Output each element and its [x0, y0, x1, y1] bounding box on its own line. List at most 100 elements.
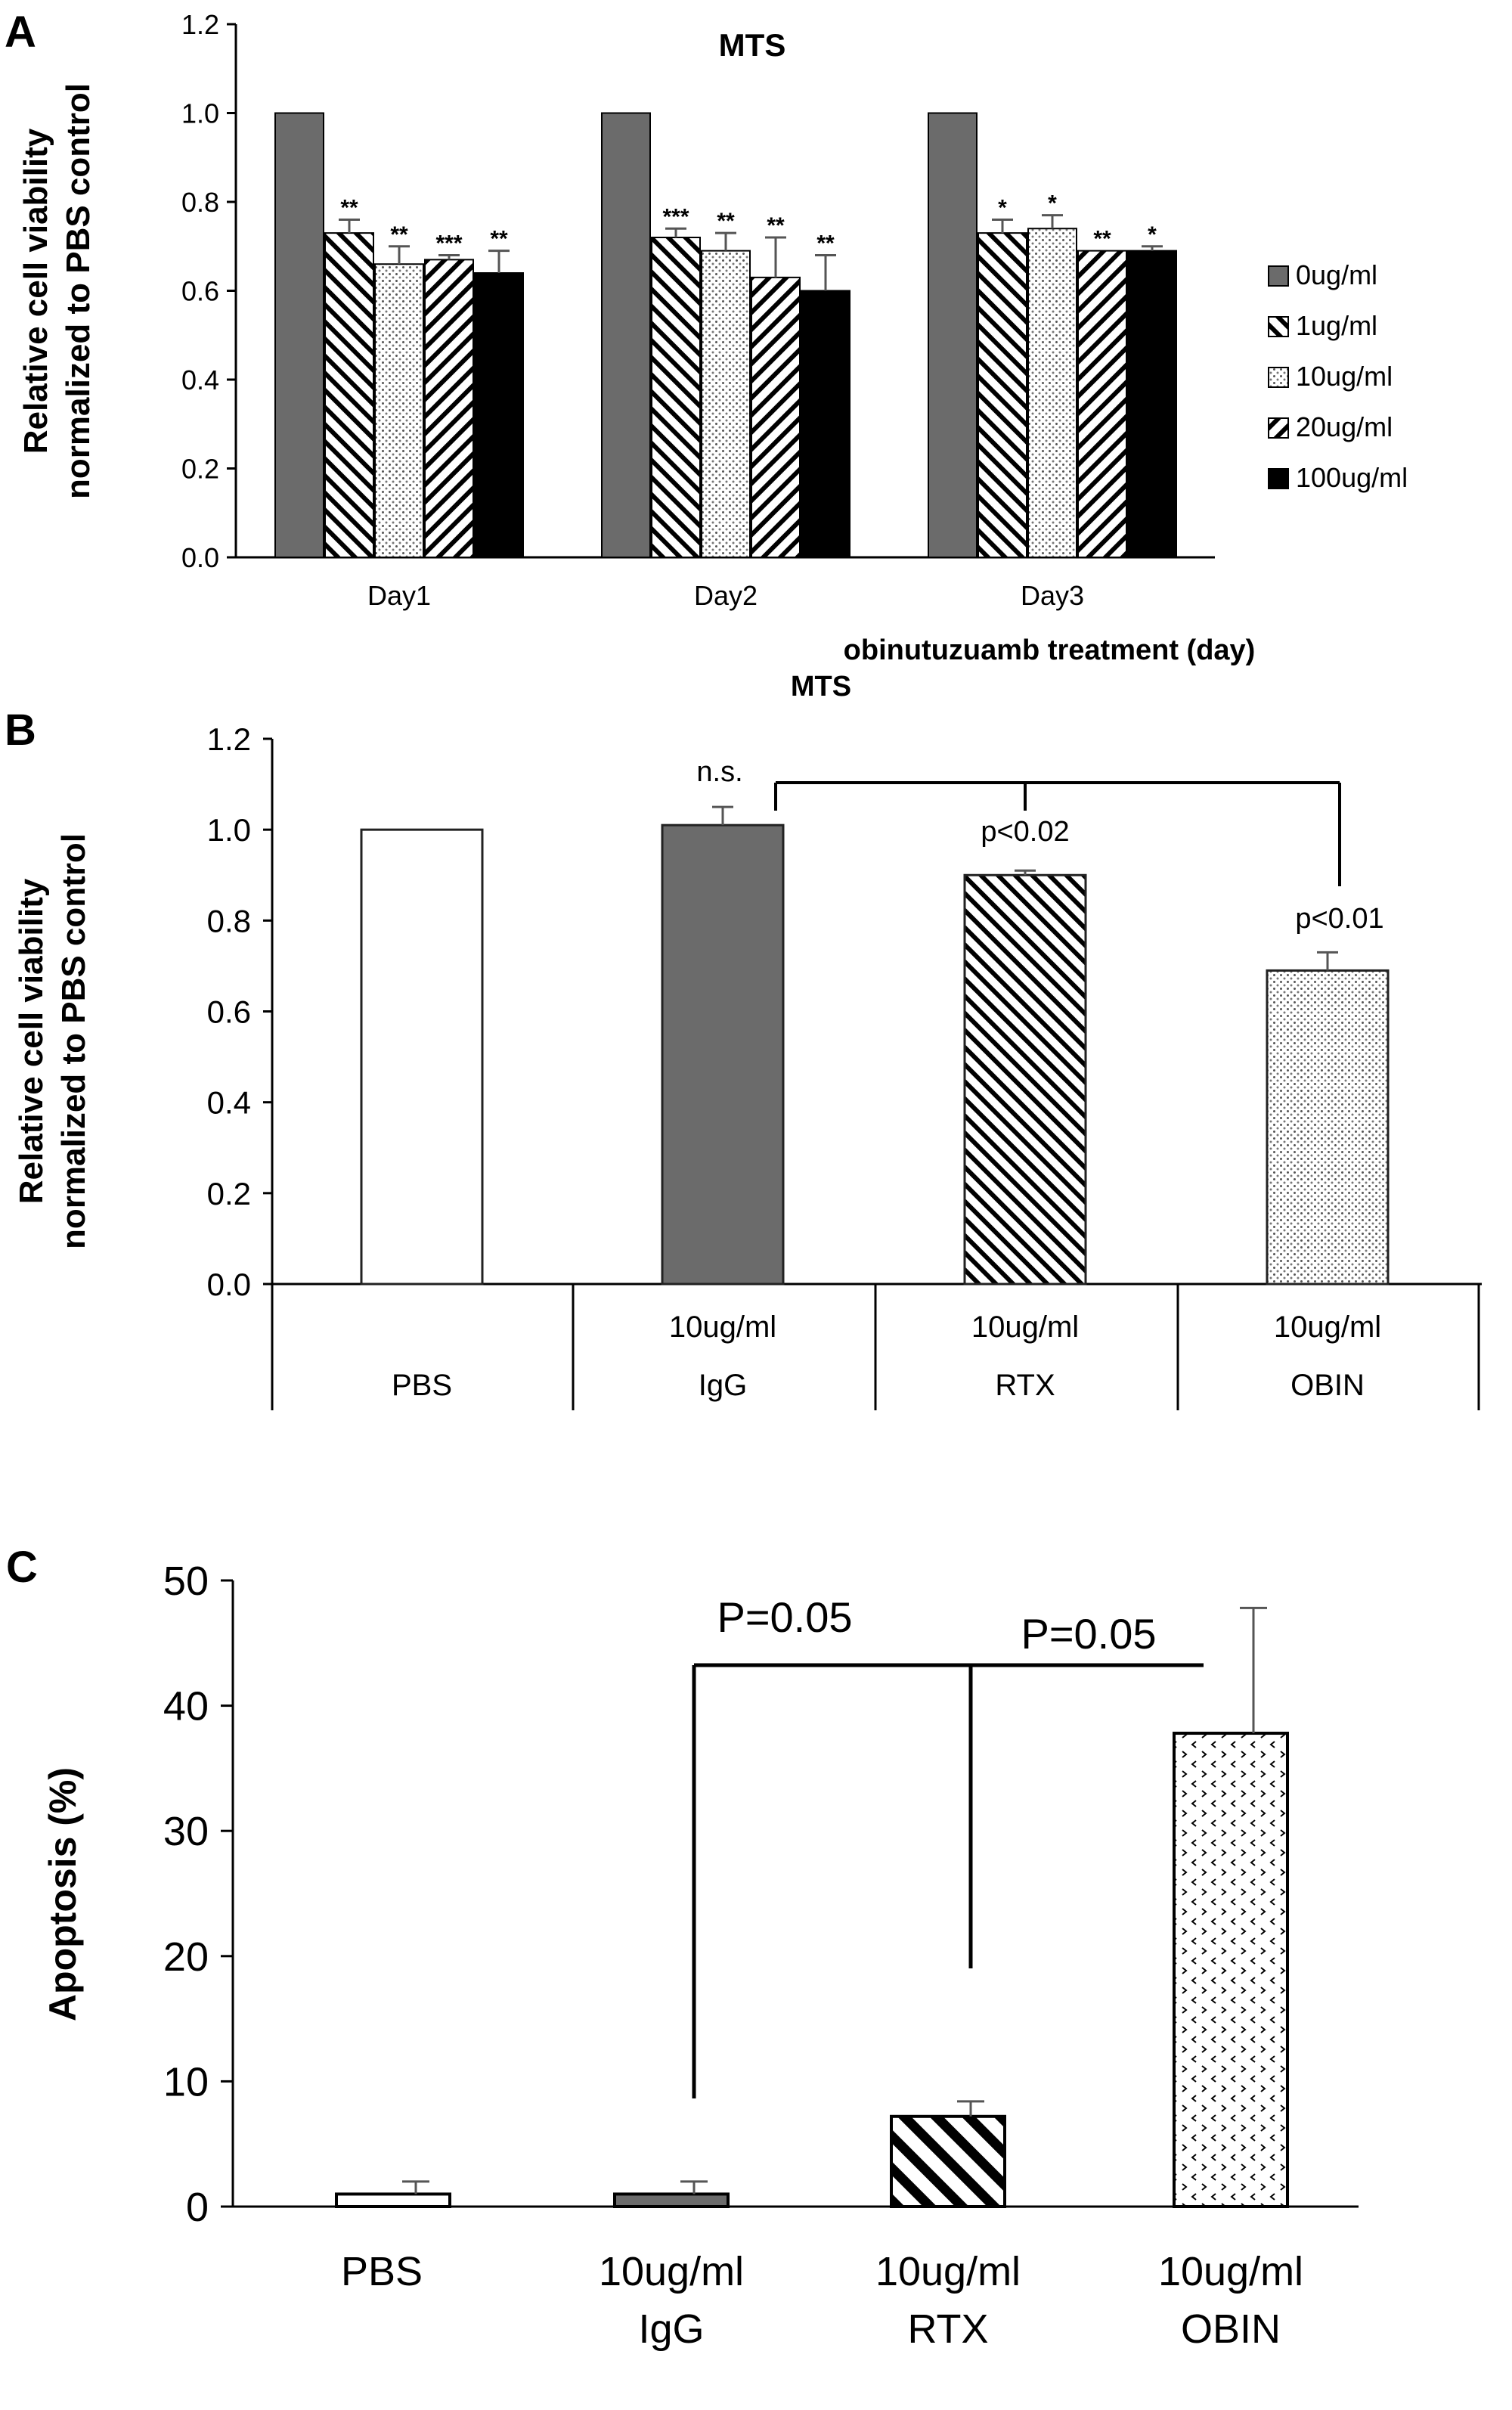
- panel-b-y-tick-label: 0.4: [207, 1085, 251, 1121]
- panel-c: C Apoptosis (%) 0 10 20 30 40 50 PBS 10ug/ml …: [6, 1543, 1359, 2352]
- panel-a-significance: *: [1048, 191, 1057, 216]
- panel-b: B MTS Relative cell viability normalized…: [5, 671, 1482, 1410]
- panel-a-bar: [324, 232, 374, 558]
- panel-b-dose-label: 10ug/ml: [1274, 1310, 1381, 1344]
- panel-a-significance: *: [1148, 222, 1157, 247]
- panel-c-y-tick-label: 30: [163, 1809, 209, 1854]
- panel-c-annotation-2: P=0.05: [1021, 1610, 1156, 1658]
- panel-a-significance: **: [490, 227, 508, 252]
- panel-a-legend-swatch: [1268, 265, 1289, 287]
- panel-a-significance: **: [816, 231, 835, 256]
- panel-b-significance-bracket: [774, 781, 1341, 886]
- panel-c-category-labels: PBS 10ug/ml IgG 10ug/ml RTX 10ug/ml OBIN: [341, 2249, 1303, 2352]
- panel-c-category-label: IgG: [638, 2306, 704, 2352]
- panel-a-bar: [701, 250, 751, 558]
- panel-a-bar: [1027, 228, 1077, 558]
- panel-c-category-label: PBS: [341, 2249, 423, 2294]
- panel-a-legend-label: 0ug/ml: [1296, 259, 1377, 290]
- panel-b-y-tick-label: 1.2: [207, 721, 251, 757]
- panel-c-dose-label: 10ug/ml: [1158, 2249, 1303, 2294]
- panel-b-title: MTS: [791, 671, 851, 703]
- panel-b-annotation-obin: p<0.01: [1295, 903, 1383, 935]
- panel-c-ylabel: Apoptosis (%): [42, 1767, 84, 2021]
- panel-a-y-tick-label: 0.0: [181, 542, 219, 573]
- panel-a-y-tick-label: 0.8: [181, 187, 219, 218]
- panel-c-y-tick-label: 50: [163, 1559, 209, 1604]
- panel-c-category-label: RTX: [907, 2306, 988, 2352]
- panel-a-significance: ***: [435, 231, 462, 256]
- panel-a-bar: [374, 263, 424, 558]
- panel-a-significance: **: [1093, 227, 1111, 252]
- panel-a-legend-label: 10ug/ml: [1296, 361, 1393, 392]
- panel-a-legend-swatch: [1268, 417, 1289, 439]
- panel-a-bar: [801, 290, 850, 558]
- panel-a-bar: [274, 112, 324, 558]
- panel-a-ylabel-line1: Relative cell viability: [17, 128, 54, 454]
- panel-b-ylabel-line2: normalized to PBS control: [55, 833, 92, 1249]
- panel-a-bar: [751, 276, 801, 558]
- panel-b-category-label: RTX: [995, 1369, 1055, 1402]
- panel-b-y-tick-label: 0.2: [207, 1176, 251, 1211]
- panel-b-bar: [963, 873, 1087, 1286]
- panel-a-category-label: Day3: [1021, 580, 1084, 611]
- panel-a-bar: [601, 112, 651, 558]
- panel-c-dose-label: 10ug/ml: [875, 2249, 1021, 2294]
- panel-c-dose-label: 10ug/ml: [599, 2249, 744, 2294]
- panel-a-legend-label: 100ug/ml: [1296, 462, 1408, 493]
- panel-b-category-table: [271, 1284, 1480, 1410]
- panel-a-category-label: Day1: [367, 580, 431, 611]
- panel-a-bar: [651, 237, 701, 558]
- panel-a-xlabel: obinutuzuamb treatment (day): [844, 634, 1256, 666]
- panel-a-ylabel-line2: normalized to PBS control: [60, 83, 97, 499]
- panel-b-dose-label: 10ug/ml: [971, 1310, 1079, 1344]
- panel-b-annotation-ns: n.s.: [696, 756, 742, 788]
- panel-c-category-label: OBIN: [1181, 2306, 1281, 2352]
- panel-b-bar: [360, 828, 484, 1286]
- panel-c-y-tick-label: 40: [163, 1684, 209, 1729]
- panel-b-y-tick-label: 0.8: [207, 903, 251, 938]
- panel-b-y-tick-label: 0.0: [207, 1267, 251, 1302]
- panel-c-bar: [613, 2192, 730, 2208]
- panel-c-annotation-1: P=0.05: [717, 1593, 852, 1641]
- panel-c-bar: [335, 2192, 451, 2208]
- panel-c-bar: [890, 2114, 1006, 2209]
- panel-b-ylabel-line1: Relative cell viability: [13, 878, 50, 1204]
- panel-a-y-tick-label: 0.4: [181, 364, 219, 395]
- panel-c-y-tick-label: 0: [186, 2185, 209, 2230]
- panel-a-category-label: Day2: [694, 580, 758, 611]
- panel-a-y-tick-label: 0.6: [181, 276, 219, 307]
- panel-a-y-tick-label: 1.0: [181, 98, 219, 129]
- panel-b-category-labels: PBS 10ug/ml IgG 10ug/ml RTX 10ug/ml OBIN: [392, 1310, 1381, 1402]
- panel-a-significance: **: [390, 222, 408, 247]
- panel-a-label: A: [5, 8, 36, 57]
- panel-a-y-tick-label: 0.2: [181, 454, 219, 485]
- panel-c-y-tick-label: 10: [163, 2059, 209, 2104]
- panel-a-significance: **: [767, 213, 785, 238]
- panel-a-bar: [978, 232, 1027, 558]
- panel-b-dose-label: 10ug/ml: [669, 1310, 776, 1344]
- panel-a-legend-swatch: [1268, 316, 1289, 337]
- panel-a: A MTS Relative cell viability normalized…: [5, 8, 1408, 666]
- panel-a-significance: ***: [662, 204, 689, 229]
- panel-a-significance: **: [340, 196, 358, 221]
- panel-b-category-label: IgG: [699, 1369, 747, 1402]
- panel-a-legend-label: 20ug/ml: [1296, 411, 1393, 442]
- panel-b-y-tick-label: 1.0: [207, 812, 251, 848]
- panel-a-y-tick-label: 1.2: [181, 9, 219, 40]
- panel-b-label: B: [5, 706, 36, 755]
- panel-a-significance: *: [998, 196, 1007, 221]
- panel-a-legend-label: 1ug/ml: [1296, 310, 1377, 341]
- panel-c-bar: [1173, 1732, 1289, 2208]
- panel-c-y-tick-label: 20: [163, 1934, 209, 1980]
- panel-b-category-label: PBS: [392, 1369, 452, 1402]
- panel-a-bar: [928, 112, 978, 558]
- panel-a-bar: [424, 259, 474, 558]
- panel-a-bar: [474, 272, 524, 558]
- panel-b-y-tick-label: 0.6: [207, 994, 251, 1030]
- panel-c-label: C: [6, 1543, 38, 1592]
- panel-b-annotation-rtx: p<0.02: [981, 816, 1069, 848]
- panel-b-category-label: OBIN: [1290, 1369, 1365, 1402]
- panel-a-bar: [1077, 250, 1127, 558]
- panel-a-significance: **: [717, 209, 735, 234]
